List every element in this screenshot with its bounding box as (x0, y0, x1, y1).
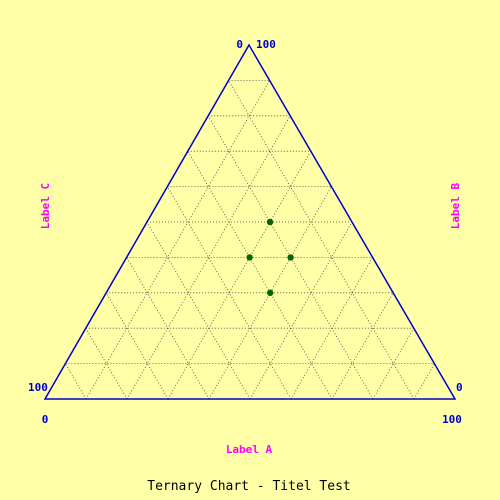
tick-label-bottom-left-100: 100 (28, 381, 48, 394)
grid-line-c (65, 363, 87, 400)
grid-line-a (249, 221, 353, 400)
grid-line-c (167, 186, 292, 400)
grid-line-c (105, 292, 169, 400)
grid-line-c (228, 80, 415, 400)
grid-layer (65, 80, 435, 400)
grid-line-a (85, 80, 270, 400)
grid-line-a (331, 292, 394, 400)
points-layer (246, 218, 294, 296)
axis-label-c: Label C (39, 183, 52, 229)
grid-line-c (187, 150, 333, 400)
data-point-3 (287, 254, 294, 261)
grid-line-a (167, 151, 312, 400)
grid-line-a (290, 257, 373, 400)
tick-label-bottom-right-0: 0 (456, 381, 463, 394)
tick-label-top-100: 100 (256, 38, 276, 51)
axis-label-b: Label B (449, 182, 462, 229)
chart-title: Ternary Chart - Titel Test (147, 479, 351, 494)
tick-label-a-0: 0 (42, 413, 49, 426)
triangle-frame (43, 43, 457, 400)
grid-line-a (413, 363, 435, 400)
grid-line-a (208, 186, 332, 400)
grid-line-a (126, 115, 291, 400)
data-point-4 (267, 289, 274, 296)
grid-line-c (207, 115, 374, 400)
data-point-1 (266, 218, 274, 226)
tick-label-top-0: 0 (236, 38, 243, 51)
tick-label-a-100: 100 (442, 413, 462, 426)
grid-line-c (146, 221, 251, 400)
data-point-2 (246, 254, 253, 261)
axis-label-a: Label A (226, 443, 273, 456)
grid-line-c (126, 257, 210, 400)
